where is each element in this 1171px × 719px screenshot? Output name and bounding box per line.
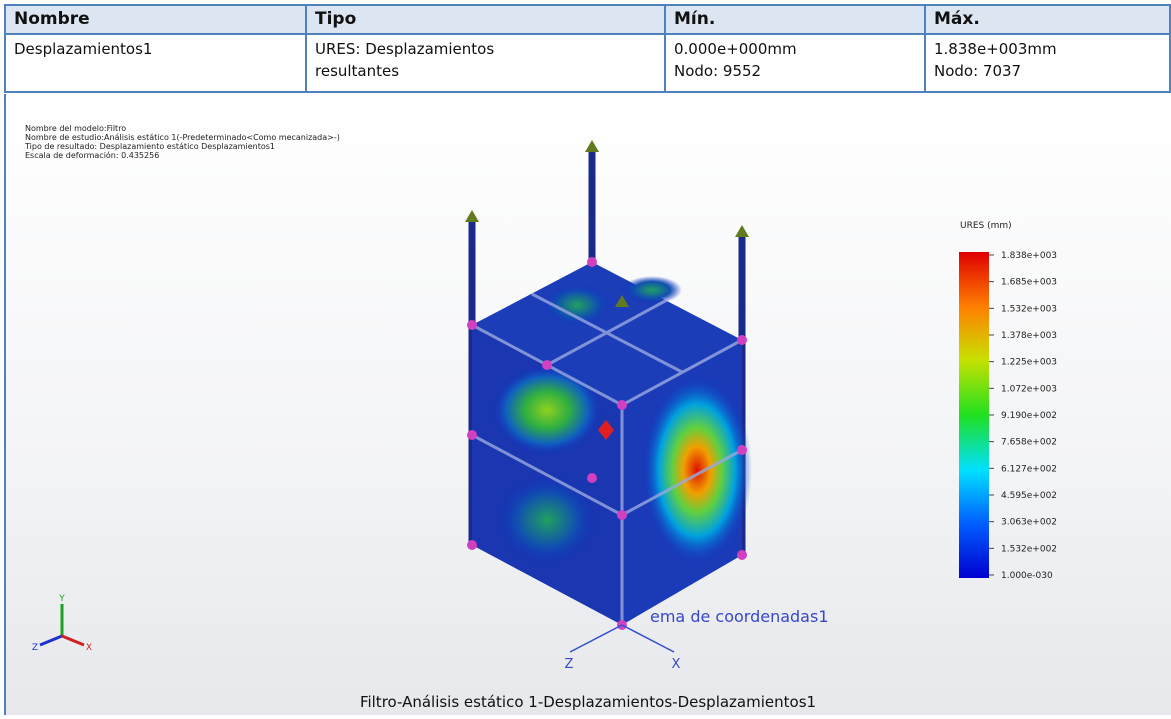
legend-label: 1.532e+002 bbox=[1001, 544, 1057, 554]
legend-label: 3.063e+002 bbox=[1001, 518, 1057, 528]
legend-title: URES (mm) bbox=[960, 221, 1012, 231]
axis-label: X bbox=[672, 657, 681, 672]
legend-label: 4.595e+002 bbox=[1001, 491, 1057, 501]
cell-line: Desplazamientos1 bbox=[14, 38, 297, 60]
legend-label: 1.378e+003 bbox=[1001, 331, 1057, 341]
page: Nombre Tipo Mín. Máx. Desplazamientos1 UR… bbox=[0, 0, 1171, 715]
table-cell: Desplazamientos1 bbox=[5, 34, 306, 92]
legend-label: 7.658e+002 bbox=[1001, 438, 1057, 448]
header-cell: Tipo bbox=[306, 5, 665, 34]
header-cell: Nombre bbox=[5, 5, 306, 34]
caption: Filtro-Análisis estático 1-Desplazamient… bbox=[360, 693, 816, 711]
legend-label: 1.838e+003 bbox=[1001, 251, 1057, 261]
legend-label: 1.532e+003 bbox=[1001, 304, 1057, 314]
info-line: Escala de deformación: 0.435256 bbox=[25, 150, 159, 160]
cell-line: resultantes bbox=[315, 60, 656, 82]
triad-label: Y bbox=[58, 594, 65, 604]
cell-line: 0.000e+000mm bbox=[674, 38, 916, 60]
legend-label: 1.072e+003 bbox=[1001, 384, 1057, 394]
info-line: Tipo de resultado: Desplazamiento estáti… bbox=[24, 142, 275, 151]
result-view: ema de coordenadas1 Z X Y Z X Nombre del… bbox=[4, 94, 1171, 715]
color-bar bbox=[959, 252, 989, 578]
cell-line: 1.838e+003mm bbox=[934, 38, 1161, 60]
results-table: Nombre Tipo Mín. Máx. Desplazamientos1 UR… bbox=[4, 4, 1171, 93]
cell-line: URES: Desplazamientos bbox=[315, 38, 656, 60]
info-line: Nombre de estudio:Análisis estático 1(-P… bbox=[25, 133, 340, 142]
triad-label: X bbox=[86, 643, 92, 653]
cell-line: Nodo: 9552 bbox=[674, 60, 916, 82]
legend-label: 1.000e-030 bbox=[1001, 571, 1053, 581]
header-cell: Máx. bbox=[925, 5, 1170, 34]
info-line: Nombre del modelo:Filtro bbox=[25, 124, 126, 133]
legend-label: 1.225e+003 bbox=[1001, 358, 1057, 368]
legend-label: 6.127e+002 bbox=[1001, 464, 1057, 474]
coordinate-label: ema de coordenadas1 bbox=[650, 607, 829, 626]
plot: ema de coordenadas1 Z X Y Z X Nombre del… bbox=[6, 94, 1171, 715]
axis-label: Z bbox=[565, 657, 574, 672]
legend-label: 9.190e+002 bbox=[1001, 411, 1057, 421]
legend-label: 1.685e+003 bbox=[1001, 278, 1057, 288]
cell-line: Nodo: 7037 bbox=[934, 60, 1161, 82]
header-cell: Mín. bbox=[665, 5, 925, 34]
triad-label: Z bbox=[32, 643, 38, 653]
